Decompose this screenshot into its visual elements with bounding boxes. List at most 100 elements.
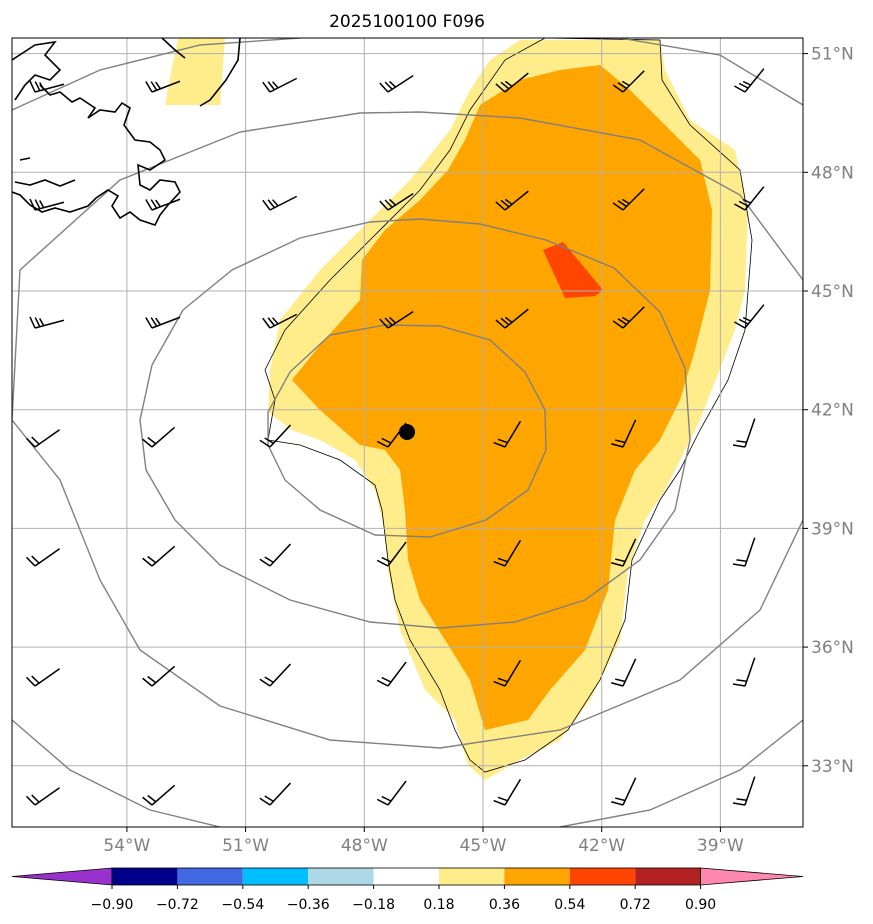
range-rings <box>12 38 803 827</box>
wind-barb <box>262 313 298 329</box>
coastline <box>12 38 241 226</box>
wind-barb <box>495 190 529 211</box>
wind-barb <box>376 780 407 806</box>
colorbar-tick-label: 0.36 <box>489 897 520 913</box>
colorbar-swatch <box>373 868 439 885</box>
figure-title: 2025100100 F096 <box>329 12 485 32</box>
wind-barb <box>142 665 176 687</box>
map-area <box>12 38 803 827</box>
wind-barb <box>493 778 522 806</box>
wind-barb <box>493 659 522 687</box>
map-frame <box>11 37 804 828</box>
wind-barb <box>376 661 407 687</box>
lat-tick-label: 33°N <box>811 757 854 777</box>
lat-tick-label: 48°N <box>811 163 854 183</box>
lon-tick-label: 42°W <box>578 836 625 856</box>
colorbar-tick-label: −0.90 <box>91 897 134 913</box>
wind-barb <box>734 68 765 93</box>
wind-barb <box>29 198 65 211</box>
colorbar-tick-label: −0.36 <box>287 897 330 913</box>
wind-barb <box>379 75 414 93</box>
wind-barb <box>379 193 414 211</box>
wind-barb <box>25 548 61 567</box>
wind-barb <box>612 306 645 329</box>
colorbar-swatch <box>242 868 309 885</box>
wind-barb <box>612 70 645 93</box>
wind-barbs <box>25 68 765 806</box>
colorbar-swatch <box>112 868 178 885</box>
wind-barb <box>259 782 292 806</box>
lon-tick-label: 48°W <box>341 836 388 856</box>
colorbar-swatch <box>177 868 243 885</box>
lon-tick-label: 51°W <box>222 836 269 856</box>
lon-tick-label: 54°W <box>103 836 150 856</box>
colorbar-extend-low <box>11 867 113 886</box>
mid-shading-region <box>292 65 712 730</box>
wind-barb <box>611 658 637 687</box>
range-ring-1 <box>267 324 547 538</box>
wind-barb <box>145 316 181 329</box>
lat-tick-label: 39°N <box>811 519 854 539</box>
wind-barb <box>611 538 637 567</box>
wind-barb <box>259 663 292 687</box>
wind-barb <box>142 545 176 567</box>
colorbar-tick-label: 0.54 <box>554 897 585 913</box>
wind-barb <box>611 419 637 448</box>
wind-barb <box>611 777 637 806</box>
wind-barb <box>145 80 181 93</box>
colorbar-swatch <box>569 868 636 885</box>
wind-barb <box>734 186 765 211</box>
wind-barb <box>29 316 65 329</box>
range-ring-4 <box>12 38 803 827</box>
wind-barb <box>142 784 176 806</box>
storm-center-marker <box>399 424 415 440</box>
wind-barb <box>259 543 292 567</box>
colorbar-tick-label: 0.18 <box>423 897 454 913</box>
wind-barb <box>29 80 65 93</box>
colorbar-extend-high <box>700 867 804 886</box>
latitude-ticks: 51°N 48°N 45°N 42°N 39°N 36°N 33°N <box>803 45 854 777</box>
lat-tick-label: 51°N <box>811 45 854 65</box>
wind-barb <box>376 541 407 567</box>
colorbar-swatch <box>635 868 701 885</box>
wind-barb <box>732 657 756 687</box>
wind-barb <box>25 429 61 448</box>
wind-barb <box>25 668 61 687</box>
wind-barb <box>734 304 765 329</box>
colorbar-frame <box>111 867 701 886</box>
colorbar-tick-label: 0.72 <box>620 897 651 913</box>
gridlines <box>12 38 803 827</box>
lon-tick-label: 39°W <box>697 836 744 856</box>
range-ring-3 <box>12 111 803 749</box>
wind-barb <box>612 188 645 211</box>
high-shading-region <box>543 242 603 298</box>
colorbar-tick-label: −0.54 <box>221 897 264 913</box>
wind-barb <box>495 72 529 93</box>
colorbar-swatch <box>504 868 570 885</box>
lat-tick-label: 42°N <box>811 401 854 421</box>
colorbar-swatch <box>439 868 505 885</box>
range-ring-2 <box>139 218 691 629</box>
lat-tick-label: 45°N <box>811 282 854 302</box>
longitude-ticks: 54°W 51°W 48°W 45°W 42°W 39°W <box>103 827 744 856</box>
wind-barb <box>379 311 414 329</box>
colorbar-swatch <box>308 868 374 885</box>
lon-tick-label: 45°W <box>460 836 507 856</box>
wind-barb <box>493 539 522 567</box>
wind-barb <box>259 424 292 448</box>
colorbar-tick-label: 0.90 <box>685 897 716 913</box>
contour-line <box>264 38 753 773</box>
coastline-upper <box>161 38 241 107</box>
coastline-newfoundland <box>12 40 181 226</box>
wind-barb <box>732 537 756 567</box>
wind-barb <box>732 776 756 806</box>
wind-barb <box>495 308 529 329</box>
colorbar-tick-label: −0.72 <box>156 897 199 913</box>
wind-barb <box>142 426 176 448</box>
wind-barb <box>493 420 522 448</box>
wind-barb <box>262 195 298 211</box>
colorbar: −0.90 −0.72 −0.54 −0.36 −0.18 0.18 0.36 0.54 0.7… <box>11 867 804 913</box>
wind-barb <box>25 787 61 806</box>
wind-barb <box>262 77 298 93</box>
